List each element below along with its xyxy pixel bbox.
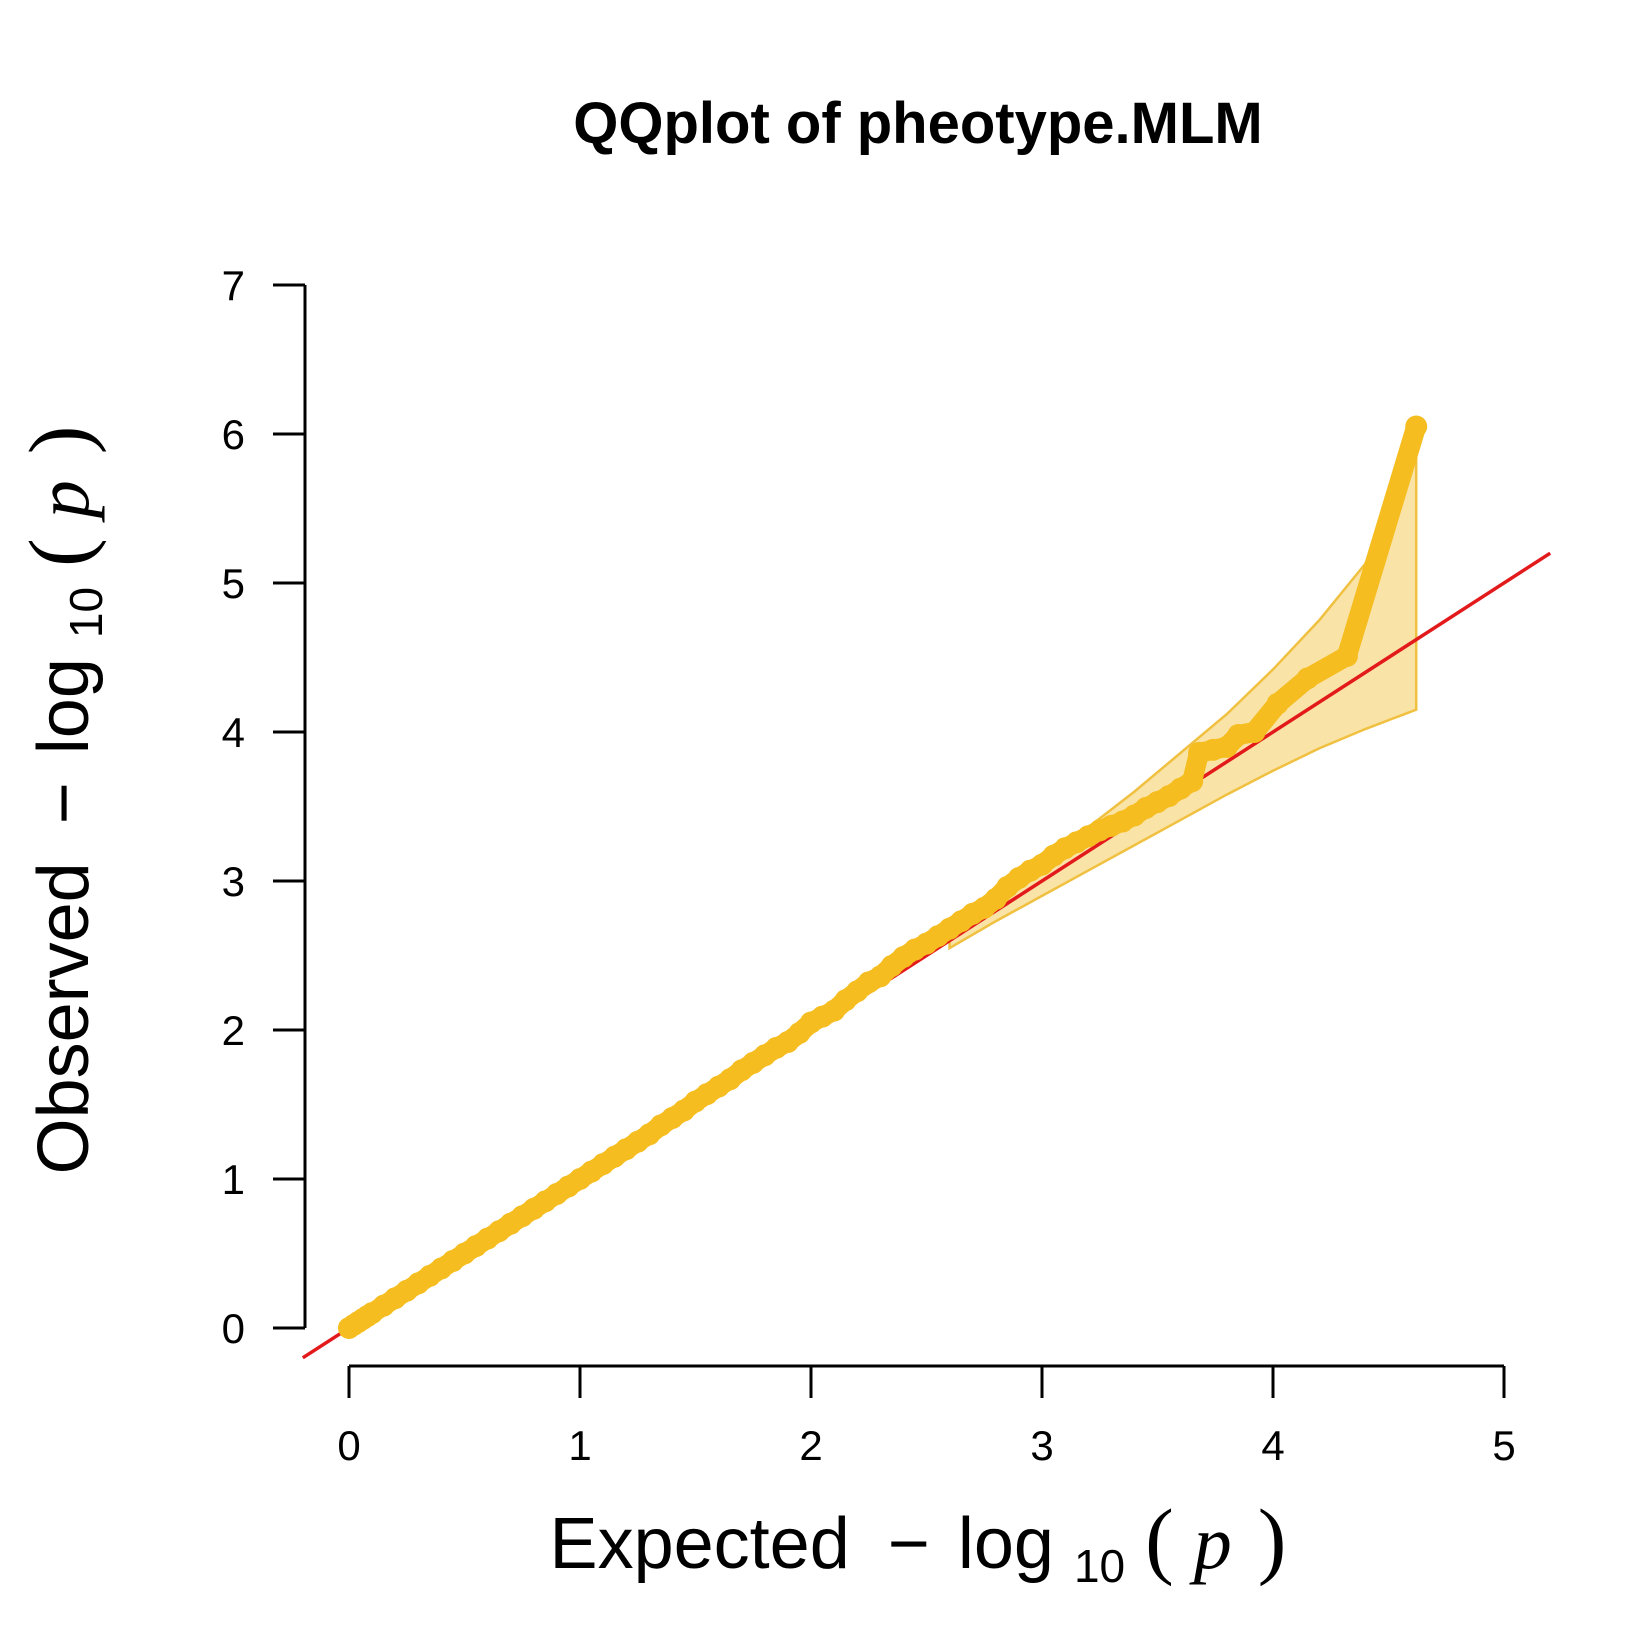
y-tick-label: 7 (222, 262, 245, 309)
data-point (1296, 667, 1319, 690)
x-axis-title-minus: − (888, 1504, 930, 1584)
data-point (1335, 645, 1358, 668)
x-tick-label: 3 (1030, 1422, 1053, 1469)
y-axis-title-log: log (24, 658, 104, 754)
x-axis-title-log: log (958, 1504, 1054, 1584)
y-axis-title-main: Observed (24, 862, 104, 1174)
y-tick-label: 3 (222, 858, 245, 905)
y-tick-label: 1 (222, 1156, 245, 1203)
data-point (1266, 692, 1289, 715)
y-axis-title: Observed − log 10 ( p ) (11, 426, 118, 1175)
y-tick-label: 6 (222, 411, 245, 458)
chart-title: QQplot of pheotype.MLM (573, 91, 1262, 156)
y-tick-label: 5 (222, 560, 245, 607)
y-tick-label: 2 (222, 1007, 245, 1054)
x-axis-title-open: ( (1145, 1491, 1174, 1587)
x-tick-label: 2 (799, 1422, 822, 1469)
x-ticks: 0 1 2 3 4 5 (337, 1366, 1516, 1469)
x-tick-label: 4 (1261, 1422, 1284, 1469)
x-tick-label: 5 (1492, 1422, 1515, 1469)
x-axis-title-main: Expected (550, 1504, 850, 1584)
y-axis-title-var: p (21, 480, 105, 523)
x-tick-label: 0 (337, 1422, 360, 1469)
x-axis-title-base: 10 (1074, 1540, 1125, 1592)
y-tick-label: 0 (222, 1305, 245, 1352)
x-axis-title: Expected − log 10 ( p ) (550, 1491, 1287, 1598)
x-axis-title-var: p (1189, 1501, 1232, 1585)
plot-area (301, 415, 1552, 1360)
x-axis-title-close: ) (1258, 1491, 1287, 1587)
y-axis-title-close: ) (11, 426, 107, 455)
y-axis-title-base: 10 (60, 587, 112, 638)
data-point (1181, 770, 1204, 793)
y-axis-title-minus: − (24, 782, 104, 824)
y-axis-title-open: ( (11, 538, 107, 567)
y-ticks: 0 1 2 3 4 5 6 7 (222, 262, 305, 1352)
point-trail (339, 416, 1427, 1338)
y-tick-label: 4 (222, 709, 245, 756)
data-point (1243, 721, 1266, 743)
axes: 0 1 2 3 4 5 0 1 2 3 4 5 6 7 (222, 262, 1516, 1469)
x-tick-label: 1 (568, 1422, 591, 1469)
data-point (1405, 415, 1428, 438)
